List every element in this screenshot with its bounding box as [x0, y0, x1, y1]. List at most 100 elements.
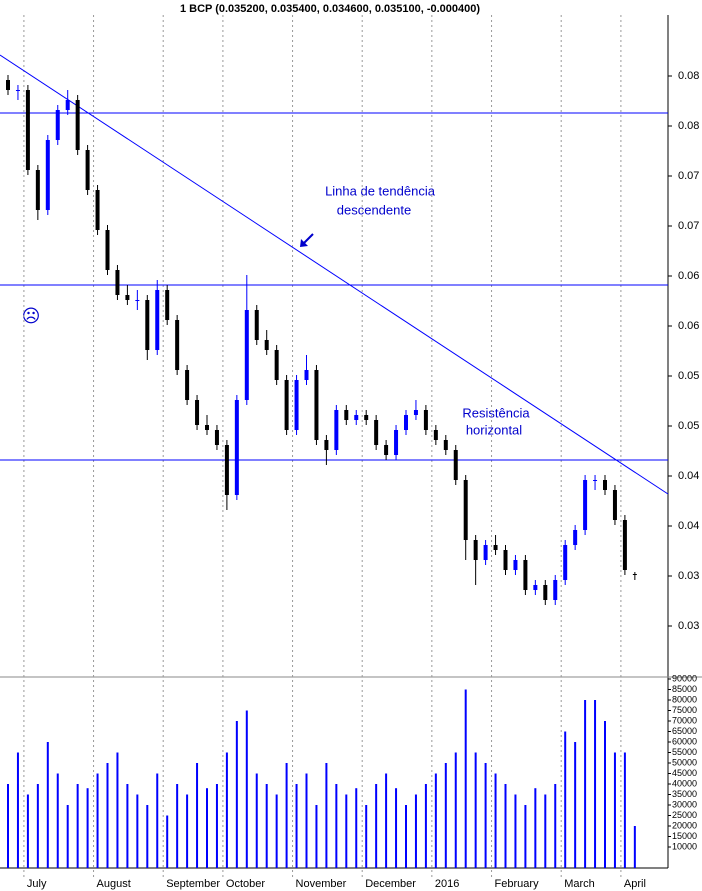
candle-body: [553, 580, 558, 600]
candle-body: [483, 545, 488, 560]
candle-body: [543, 585, 548, 600]
volume-bar: [255, 773, 258, 868]
candle-body: [224, 445, 229, 495]
volume-bar: [434, 773, 437, 868]
y2-tick-label: 35000: [672, 789, 697, 799]
candle-body: [364, 415, 369, 420]
volume-bar: [474, 752, 477, 868]
volume-bar: [245, 710, 248, 868]
y2-tick-label: 20000: [672, 820, 697, 830]
candle-body: [423, 410, 428, 430]
candle-body: [214, 430, 219, 445]
volume-bar: [564, 731, 567, 868]
x-tick-label: August: [97, 878, 131, 890]
candle-body: [274, 350, 279, 380]
volume-bar: [315, 805, 318, 868]
volume-bar: [365, 805, 368, 868]
volume-bar: [584, 700, 587, 868]
candle-body: [6, 80, 10, 90]
volume-bar: [206, 788, 208, 868]
volume-bar: [355, 788, 358, 868]
volume-bar: [285, 763, 288, 868]
arrow: [300, 233, 314, 247]
volume-bar: [66, 805, 69, 868]
volume-bar: [126, 784, 129, 868]
x-tick-label: April: [624, 878, 646, 890]
candle-body: [453, 450, 458, 480]
volume-bar: [554, 784, 557, 868]
volume-bar: [196, 763, 199, 868]
volume-bar: [166, 815, 169, 868]
candle-body: [25, 90, 30, 170]
candle-body: [603, 480, 607, 490]
volume-bar: [633, 826, 636, 868]
volume-bar: [186, 794, 189, 868]
volume-bar: [265, 784, 268, 868]
volume-bar: [574, 742, 577, 868]
volume-bar: [225, 752, 228, 868]
candle-body: [234, 400, 239, 495]
candle-body: [523, 560, 528, 590]
candle-body: [314, 370, 319, 440]
y2-tick-label: 15000: [672, 831, 697, 841]
volume-bar: [146, 805, 149, 868]
y-tick-label: 0.06: [678, 270, 699, 282]
x-tick-label: July: [27, 878, 47, 890]
annotation-icon: ☹: [22, 306, 41, 326]
y-tick-label: 0.07: [678, 170, 699, 182]
candle-body: [165, 290, 170, 320]
volume-bar: [106, 763, 109, 868]
candle-body: [513, 560, 518, 570]
y-tick-label: 0.08: [678, 70, 699, 82]
volume-bar: [235, 721, 238, 868]
candle-body: [65, 100, 70, 110]
x-tick-label: 2016: [435, 878, 459, 890]
volume-bar: [136, 794, 139, 868]
y2-tick-label: 40000: [672, 778, 697, 788]
candle-body: [205, 425, 209, 430]
annotation: Linha de tendência: [325, 183, 436, 198]
y2-tick-label: 30000: [672, 799, 697, 809]
volume-bar: [534, 788, 537, 868]
x-tick-label: March: [564, 878, 595, 890]
volume-bar: [504, 784, 507, 868]
candle-body: [45, 140, 50, 210]
volume-bar: [594, 700, 597, 868]
y2-tick-label: 60000: [672, 736, 697, 746]
candle-body: [15, 90, 20, 91]
volume-bar: [305, 773, 308, 868]
candle-body: [294, 380, 299, 430]
candle-body: [443, 440, 448, 450]
y2-tick-label: 45000: [672, 768, 697, 778]
candle-body: [75, 100, 80, 150]
x-tick-label: February: [495, 878, 540, 890]
volume-bar: [444, 763, 447, 868]
candle-body: [374, 420, 379, 445]
y-tick-label: 0.06: [678, 320, 699, 332]
volume-bar: [405, 805, 407, 868]
volume-bar: [454, 752, 457, 868]
candle-body: [244, 310, 249, 400]
candle-body: [593, 480, 598, 481]
volume-bar: [375, 784, 378, 868]
candle-body: [384, 445, 389, 455]
candle-body: [413, 410, 418, 415]
y2-tick-label: 25000: [672, 810, 697, 820]
candle-body: [533, 585, 538, 590]
y2-tick-label: 75000: [672, 705, 697, 715]
volume-bar: [96, 773, 99, 868]
volume-bar: [464, 689, 467, 868]
volume-bar: [46, 742, 49, 868]
candle-body: [344, 410, 349, 420]
volume-bar: [414, 794, 417, 868]
candle-body: [404, 415, 408, 430]
y2-tick-label: 85000: [672, 684, 697, 694]
candle-body: [583, 480, 588, 530]
annotation: descendente: [337, 202, 411, 217]
y-tick-label: 0.08: [678, 120, 699, 132]
candle-body: [304, 370, 309, 380]
volume-bar: [494, 773, 497, 868]
candle-body: [622, 520, 627, 570]
